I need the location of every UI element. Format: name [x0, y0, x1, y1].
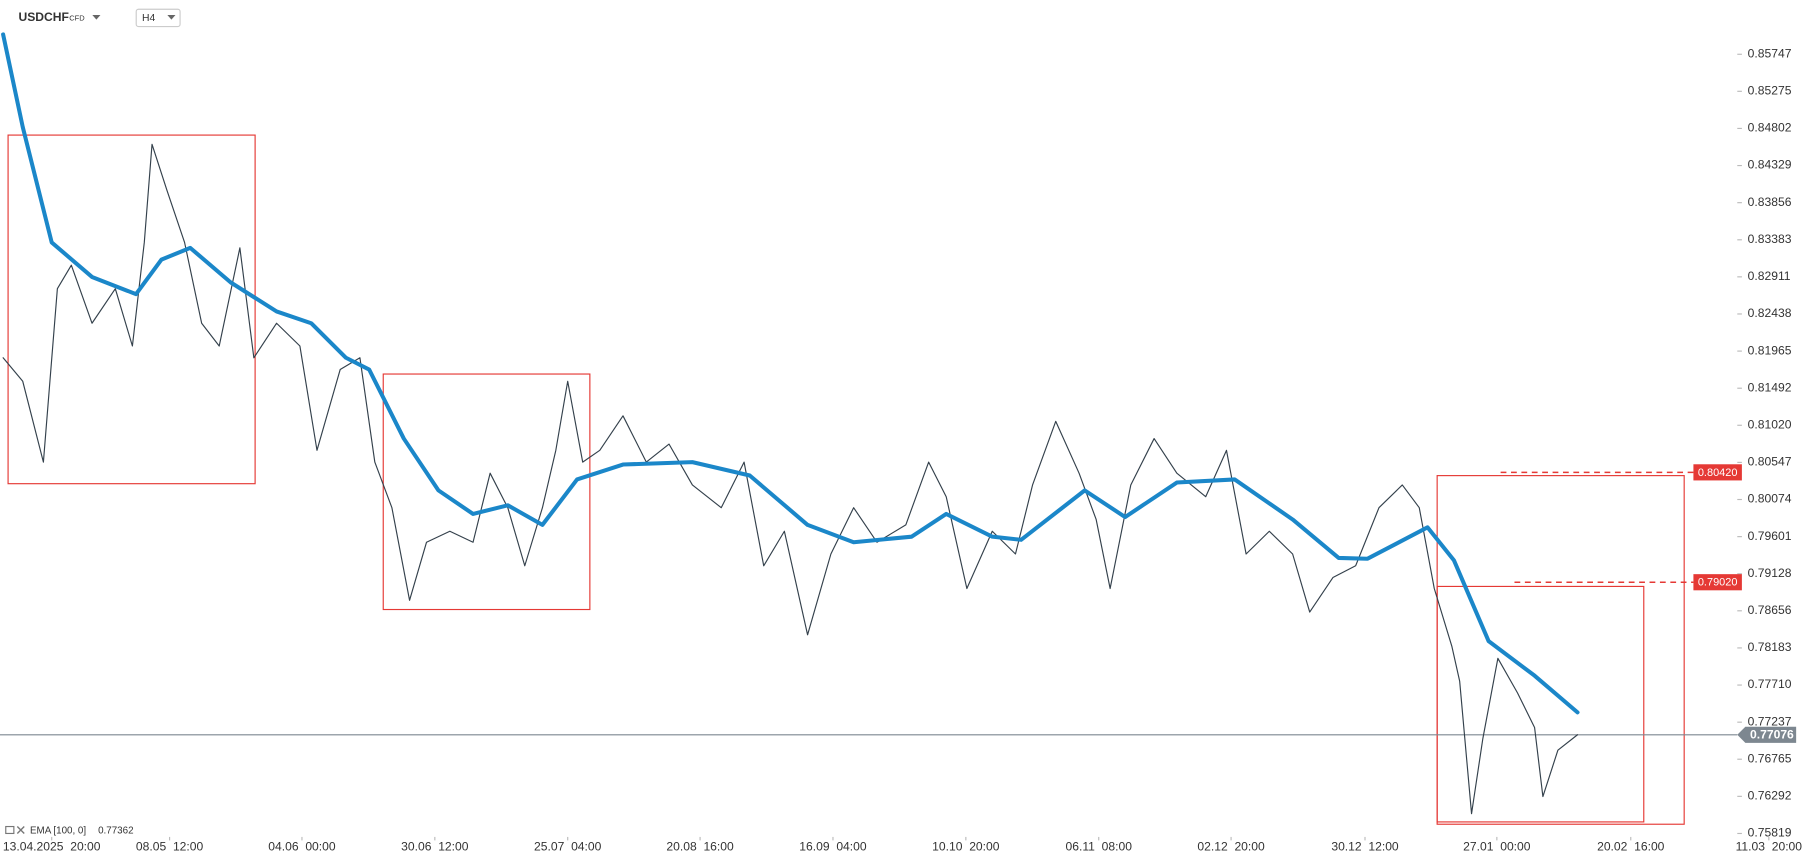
y-tick-label: 0.84329: [1748, 158, 1792, 172]
y-tick-label: 0.81965: [1748, 343, 1792, 357]
x-tick-label: 30.06 12:00: [401, 840, 469, 854]
y-tick-label: 0.82911: [1748, 269, 1791, 283]
y-tick-label: 0.78656: [1748, 603, 1792, 617]
price-line: [2, 143, 1579, 815]
y-tick-label: 0.85747: [1748, 46, 1792, 60]
y-tick-label: 0.85275: [1748, 84, 1792, 98]
indicator-value: 0.77362: [98, 826, 133, 837]
y-tick-label: 0.80547: [1748, 455, 1792, 469]
x-tick-label: 11.03 20:00: [1736, 840, 1803, 854]
y-tick-label: 0.83383: [1748, 232, 1792, 246]
x-tick-label: 27.01 00:00: [1463, 840, 1531, 854]
y-tick-label: 0.79601: [1748, 529, 1792, 543]
x-tick-label: 30.12 12:00: [1331, 840, 1399, 854]
y-tick-label: 0.80074: [1748, 492, 1792, 506]
annotation-box[interactable]: [1436, 585, 1645, 823]
y-tick-label: 0.75819: [1748, 826, 1792, 840]
y-tick-label: 0.81492: [1748, 380, 1792, 394]
current-price-label: 0.77076: [1750, 728, 1794, 742]
annotation-box[interactable]: [7, 134, 256, 485]
y-tick-label: 0.81020: [1748, 417, 1792, 431]
x-tick-label: 08.05 12:00: [136, 840, 204, 854]
x-tick-label: 04.06 00:00: [268, 840, 336, 854]
y-tick-label: 0.78183: [1748, 640, 1792, 654]
ema-line: [1, 32, 1580, 715]
indicator-name: EMA [100, 0]: [30, 826, 86, 837]
x-tick-label: 20.08 16:00: [666, 840, 734, 854]
y-tick-label: 0.76765: [1748, 751, 1792, 765]
timeframe-dropdown[interactable]: [167, 15, 176, 20]
indicator-icon[interactable]: [5, 825, 15, 835]
timeframe-box[interactable]: [135, 8, 181, 28]
x-tick-label: 25.07 04:00: [534, 840, 602, 854]
x-tick-label: 20.02 16:00: [1597, 840, 1665, 854]
timeframe[interactable]: H4: [142, 13, 155, 24]
price-level-label: 0.80420: [1698, 467, 1738, 479]
symbol-dropdown[interactable]: [92, 15, 101, 20]
price-level-tag: [1693, 574, 1742, 591]
y-tick-label: 0.76292: [1748, 789, 1792, 803]
x-tick-label: 13.04.2025 20:00: [3, 840, 101, 854]
price-level-label: 0.79020: [1698, 577, 1738, 589]
indicator-remove[interactable]: [16, 826, 25, 834]
x-tick-label: 02.12 20:00: [1197, 840, 1265, 854]
y-tick-label: 0.77710: [1748, 677, 1792, 691]
annotation-box[interactable]: [1436, 475, 1685, 825]
y-tick-label: 0.79128: [1748, 566, 1792, 580]
y-tick-label: 0.82438: [1748, 306, 1792, 320]
symbol[interactable]: USDCHF: [18, 10, 68, 24]
price-level-tag: [1693, 464, 1742, 481]
x-tick-label: 16.09 04:00: [799, 840, 867, 854]
annotation-box[interactable]: [382, 373, 591, 611]
instrument-type: CFD: [69, 13, 85, 22]
current-price-tag: [1737, 726, 1797, 743]
x-tick-label: 10.10 20:00: [932, 840, 1000, 854]
y-tick-label: 0.83856: [1748, 195, 1792, 209]
x-tick-label: 06.11 08:00: [1066, 840, 1133, 854]
y-tick-label: 0.84802: [1748, 121, 1792, 135]
y-tick-label: 0.77237: [1748, 714, 1792, 728]
